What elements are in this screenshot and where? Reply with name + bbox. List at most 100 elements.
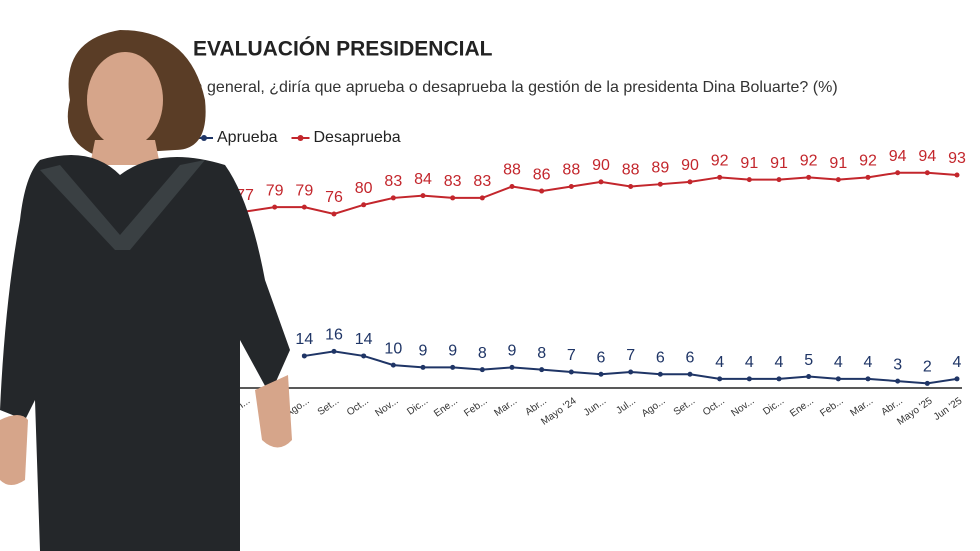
x-tick-label: Ago... xyxy=(640,396,668,420)
x-tick-label: Jun '25 xyxy=(932,395,965,423)
series-line xyxy=(244,171,958,215)
data-label: 90 xyxy=(592,157,610,174)
data-point xyxy=(954,376,960,382)
data-label: 10 xyxy=(384,340,402,357)
data-label: 9 xyxy=(508,343,517,360)
x-tick-label: Set... xyxy=(672,396,697,418)
hand xyxy=(255,375,292,448)
data-label: 80 xyxy=(355,180,373,197)
x-tick-label: Set... xyxy=(316,396,341,418)
data-point xyxy=(687,371,693,377)
x-tick-label: Oct... xyxy=(701,396,727,419)
data-point xyxy=(390,362,396,368)
data-point xyxy=(361,202,367,208)
data-point xyxy=(420,364,426,370)
data-label: 84 xyxy=(414,171,432,188)
x-tick-label: Nov... xyxy=(729,396,756,420)
hand xyxy=(0,415,28,485)
data-point xyxy=(657,181,663,187)
data-point xyxy=(568,183,574,189)
data-label: 86 xyxy=(533,166,551,183)
data-point xyxy=(954,172,960,178)
plot: Jun...Ago...Set...Oct...Nov...Dic...Ene.… xyxy=(195,129,966,428)
data-label: 88 xyxy=(562,162,580,179)
dress xyxy=(0,155,290,551)
data-label: 89 xyxy=(651,159,669,176)
data-point xyxy=(361,353,367,359)
data-label: 14 xyxy=(295,331,313,348)
data-label: 14 xyxy=(355,331,373,348)
data-point xyxy=(924,170,930,176)
data-label: 6 xyxy=(686,349,695,366)
data-point xyxy=(717,174,723,180)
data-label: 16 xyxy=(325,327,343,344)
chart-subtitle: En general, ¿diría que aprueba o desapru… xyxy=(183,79,838,96)
data-label: 8 xyxy=(478,345,487,362)
data-label: 9 xyxy=(448,343,457,360)
data-label: 7 xyxy=(626,347,635,364)
data-label: 91 xyxy=(740,155,758,172)
data-label: 3 xyxy=(893,356,902,373)
x-tick-label: Mar... xyxy=(492,396,519,419)
data-label: 79 xyxy=(266,182,284,199)
legend-label: Aprueba xyxy=(217,129,278,146)
data-point xyxy=(272,204,278,210)
photo xyxy=(0,30,292,551)
data-point xyxy=(835,177,841,183)
data-label: 91 xyxy=(770,155,788,172)
data-point xyxy=(628,369,634,375)
data-label: 79 xyxy=(295,182,313,199)
data-label: 7 xyxy=(567,347,576,364)
data-label: 4 xyxy=(834,354,843,371)
data-point xyxy=(539,188,545,194)
data-point xyxy=(301,353,307,359)
data-label: 93 xyxy=(948,150,966,167)
data-label: 8 xyxy=(537,345,546,362)
data-label: 4 xyxy=(864,354,873,371)
data-label: 76 xyxy=(325,189,343,206)
legend-marker xyxy=(201,135,207,141)
data-point xyxy=(806,174,812,180)
data-point xyxy=(895,378,901,384)
data-label: 92 xyxy=(711,153,729,170)
data-point xyxy=(746,177,752,183)
data-label: 91 xyxy=(829,155,847,172)
data-label: 4 xyxy=(745,354,754,371)
data-label: 5 xyxy=(804,352,813,369)
x-tick-label: Mar... xyxy=(848,396,875,419)
x-tick-label: Nov... xyxy=(373,396,400,420)
data-point xyxy=(331,348,337,354)
data-label: 92 xyxy=(800,153,818,170)
x-tick-label: Jul... xyxy=(614,396,638,417)
data-point xyxy=(539,367,545,373)
data-label: 83 xyxy=(444,173,462,190)
data-label: 9 xyxy=(419,343,428,360)
data-label: 88 xyxy=(503,162,521,179)
data-point xyxy=(746,376,752,382)
data-label: 2 xyxy=(923,359,932,376)
data-point xyxy=(717,376,723,382)
lapel xyxy=(40,160,205,250)
x-tick-label: Ene... xyxy=(788,396,816,420)
data-label: 94 xyxy=(918,148,936,165)
data-label: 88 xyxy=(622,162,640,179)
data-label: 4 xyxy=(715,354,724,371)
data-point xyxy=(598,179,604,185)
data-point xyxy=(420,193,426,199)
data-label: 4 xyxy=(775,354,784,371)
data-point xyxy=(301,204,307,210)
face xyxy=(87,52,163,148)
data-label: 83 xyxy=(384,173,402,190)
x-tick-label: Ene... xyxy=(432,396,460,420)
x-tick-label: Feb... xyxy=(818,396,845,420)
data-label: 6 xyxy=(597,349,606,366)
data-label: 90 xyxy=(681,157,699,174)
data-label: 94 xyxy=(889,148,907,165)
neck xyxy=(90,140,160,165)
data-point xyxy=(865,376,871,382)
data-point xyxy=(598,371,604,377)
data-point xyxy=(865,174,871,180)
data-point xyxy=(568,369,574,375)
legend-label: Desaprueba xyxy=(314,129,401,146)
